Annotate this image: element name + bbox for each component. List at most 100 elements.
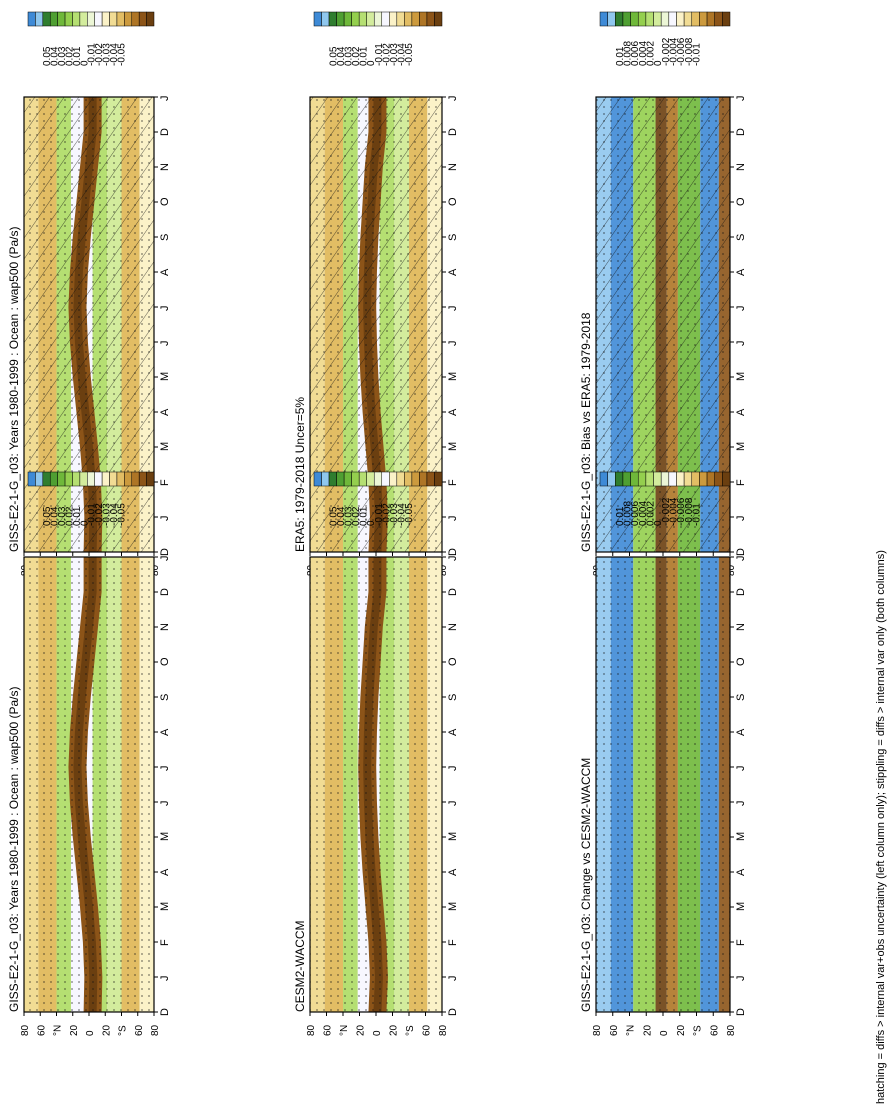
colorbar-swatch bbox=[42, 11, 51, 27]
colorbar-swatch bbox=[27, 471, 36, 487]
month-tick-label: D bbox=[159, 548, 171, 556]
colorbar-3: 0.050.040.030.020.010-0.01-0.02-0.03-0.0… bbox=[313, 471, 443, 526]
month-tick-label: D bbox=[159, 1008, 171, 1016]
colorbar-label: 0 bbox=[79, 520, 90, 526]
lat-tick-label: 60 bbox=[36, 1024, 47, 1036]
lat-tick-label: 60 bbox=[609, 1024, 620, 1036]
colorbar-label: 0.05 bbox=[329, 506, 340, 526]
colorbar-swatch bbox=[676, 11, 685, 27]
colorbar-swatch bbox=[396, 11, 405, 27]
month-tick-label: J bbox=[447, 801, 459, 807]
colorbar-swatch bbox=[699, 11, 708, 27]
lat-tick-label: 60 bbox=[134, 1024, 145, 1036]
month-tick-label: A bbox=[735, 868, 747, 876]
colorbar-label: 0.006 bbox=[630, 501, 641, 526]
colorbar-label: -0.002 bbox=[661, 37, 672, 66]
colorbar-label: -0.04 bbox=[109, 503, 120, 526]
month-tick-label: D bbox=[735, 1008, 747, 1016]
colorbar-label: 0.006 bbox=[630, 41, 641, 66]
colorbar-label: -0.02 bbox=[94, 503, 105, 526]
colorbar-swatch bbox=[336, 471, 345, 487]
colorbar-label: 0.01 bbox=[615, 506, 626, 526]
colorbar-swatch bbox=[381, 11, 390, 27]
colorbar-swatch bbox=[138, 471, 147, 487]
month-tick-label: M bbox=[447, 442, 459, 451]
month-tick-label: D bbox=[735, 128, 747, 136]
colorbar-label: -0.02 bbox=[381, 43, 392, 66]
colorbar-swatch bbox=[426, 471, 435, 487]
colorbar-swatch bbox=[49, 11, 58, 27]
month-tick-label: M bbox=[735, 372, 747, 381]
colorbar-swatch bbox=[94, 11, 103, 27]
colorbar-label: 0.04 bbox=[50, 506, 61, 526]
colorbar-swatch bbox=[79, 11, 88, 27]
colorbar-swatch bbox=[79, 471, 88, 487]
colorbar-swatch bbox=[328, 471, 337, 487]
colorbar-label: -0.004 bbox=[668, 497, 679, 526]
colorbar-swatch bbox=[64, 471, 73, 487]
colorbar-swatch bbox=[57, 11, 66, 27]
panel-title: GISS-E2-1-G_r03: Bias vs ERA5: 1979-2018 bbox=[579, 312, 593, 552]
lat-tick-label: 80 bbox=[438, 564, 449, 576]
month-tick-label: D bbox=[447, 548, 459, 556]
month-tick-label: N bbox=[735, 163, 747, 171]
colorbar-swatch bbox=[313, 11, 322, 27]
colorbar-swatch bbox=[389, 11, 398, 27]
colorbar-swatch bbox=[637, 471, 647, 487]
colorbar-label: -0.03 bbox=[102, 43, 113, 66]
month-tick-label: O bbox=[159, 197, 171, 206]
month-tick-label: N bbox=[159, 623, 171, 631]
month-tick-label: D bbox=[735, 548, 747, 556]
colorbar-4: 0.010.0080.0060.0040.0020-0.002-0.004-0.… bbox=[599, 11, 731, 66]
colorbar-swatch bbox=[381, 471, 390, 487]
month-tick-label: A bbox=[447, 408, 459, 416]
colorbar-swatch bbox=[109, 11, 118, 27]
colorbar-label: 0.02 bbox=[64, 46, 75, 66]
colorbar-label: -0.04 bbox=[396, 43, 407, 66]
colorbar-label: 0 bbox=[653, 60, 664, 66]
colorbar-swatch bbox=[101, 11, 110, 27]
colorbar-swatch bbox=[336, 11, 345, 27]
colorbar-label: -0.01 bbox=[691, 43, 702, 66]
colorbar-label: 0.02 bbox=[64, 506, 75, 526]
colorbar-swatch bbox=[699, 471, 708, 487]
month-tick-label: M bbox=[735, 902, 747, 911]
colorbar-swatch bbox=[87, 471, 95, 487]
colorbar-swatch bbox=[653, 471, 662, 487]
stipple-overlay bbox=[596, 557, 730, 1012]
month-tick-label: J bbox=[735, 976, 747, 982]
colorbar-label: -0.01 bbox=[87, 43, 98, 66]
colorbar-swatch bbox=[622, 11, 631, 27]
colorbar-label: -0.01 bbox=[374, 503, 385, 526]
colorbar-swatch bbox=[426, 11, 435, 27]
colorbar-swatch bbox=[404, 471, 413, 487]
colorbar-label: 0.04 bbox=[336, 46, 347, 66]
colorbar-swatch bbox=[630, 11, 639, 27]
colorbar-label: 0.004 bbox=[638, 501, 649, 526]
month-tick-label: M bbox=[447, 832, 459, 841]
month-tick-label: J bbox=[735, 306, 747, 312]
colorbar-swatch bbox=[351, 11, 360, 27]
lat-tick-label: 20 bbox=[101, 1024, 112, 1036]
colorbar-swatch bbox=[366, 11, 375, 27]
month-tick-label: A bbox=[159, 868, 171, 876]
colorbar-swatch bbox=[660, 471, 670, 487]
month-tick-label: J bbox=[735, 341, 747, 347]
month-tick-label: F bbox=[159, 479, 171, 486]
colorbar-label: 0 bbox=[653, 520, 664, 526]
panel-title: CESM2-WACCM bbox=[293, 920, 307, 1012]
colorbar-swatch bbox=[615, 471, 624, 487]
month-tick-label: A bbox=[159, 408, 171, 416]
colorbar-swatch bbox=[645, 11, 654, 27]
month-tick-label: J bbox=[159, 516, 171, 522]
colorbar-label: 0.02 bbox=[351, 46, 362, 66]
lat-tick-label: 80 bbox=[306, 1024, 317, 1036]
colorbar-swatch bbox=[131, 11, 140, 27]
month-tick-label: S bbox=[159, 694, 171, 701]
colorbar-swatch bbox=[328, 11, 337, 27]
colorbar-swatch bbox=[57, 471, 66, 487]
colorbar-swatch bbox=[35, 11, 44, 27]
month-tick-label: S bbox=[735, 694, 747, 701]
month-tick-label: F bbox=[447, 939, 459, 946]
colorbar-swatch bbox=[637, 11, 647, 27]
